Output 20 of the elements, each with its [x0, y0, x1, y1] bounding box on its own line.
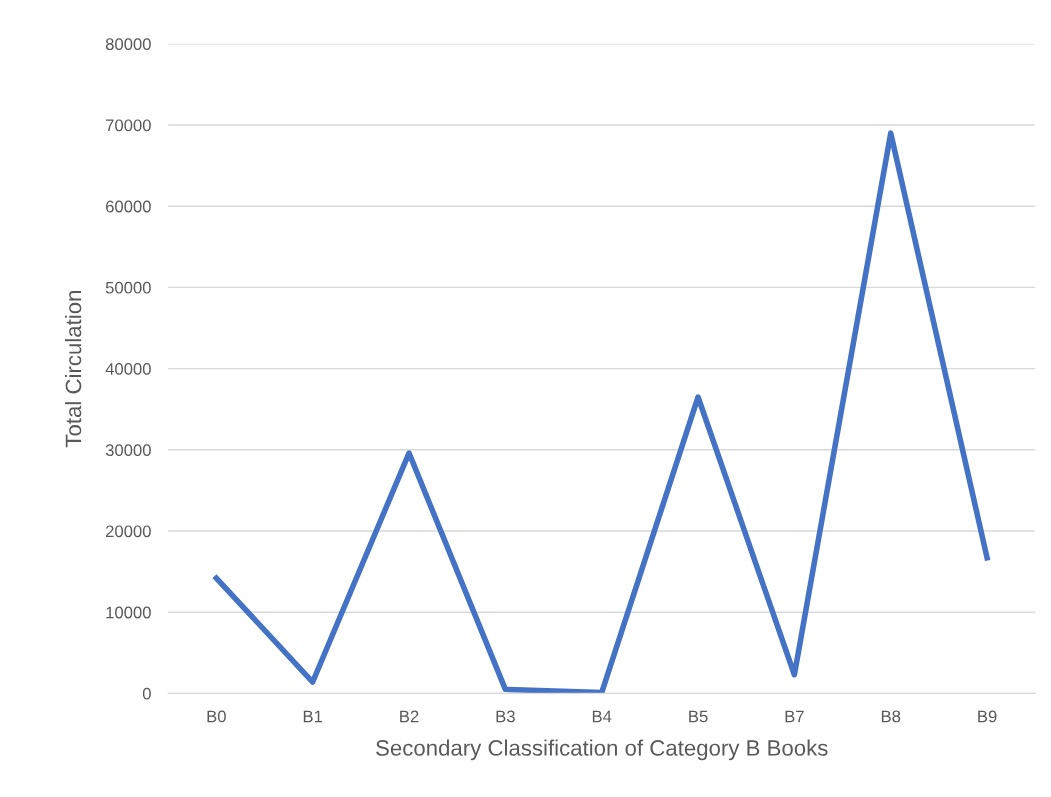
- y-tick-label: 20000: [105, 525, 151, 538]
- y-axis-title: Total Circulation: [64, 291, 82, 448]
- y-tick-label: 80000: [105, 38, 151, 51]
- y-tick-label: 0: [142, 687, 151, 700]
- x-tick-label: B5: [689, 710, 708, 723]
- y-tick-label: 40000: [105, 363, 151, 375]
- x-tick-label: B0: [207, 710, 226, 723]
- y-tick-label: 60000: [106, 200, 151, 213]
- y-tick-label: 30000: [105, 444, 151, 457]
- x-axis-title: Secondary Classification of Category B Books: [376, 739, 828, 761]
- x-tick-label: B9: [978, 710, 997, 723]
- x-tick-label: B2: [400, 710, 419, 723]
- x-tick-label: B1: [303, 710, 323, 723]
- x-tick-label: B7: [785, 710, 804, 723]
- y-tick-label: 10000: [106, 606, 151, 619]
- x-tick-label: B8: [881, 710, 901, 723]
- y-tick-label: 50000: [105, 281, 151, 294]
- x-tick-label: B4: [592, 710, 612, 723]
- x-tick-label: B3: [496, 710, 515, 723]
- y-tick-label: 70000: [106, 119, 151, 132]
